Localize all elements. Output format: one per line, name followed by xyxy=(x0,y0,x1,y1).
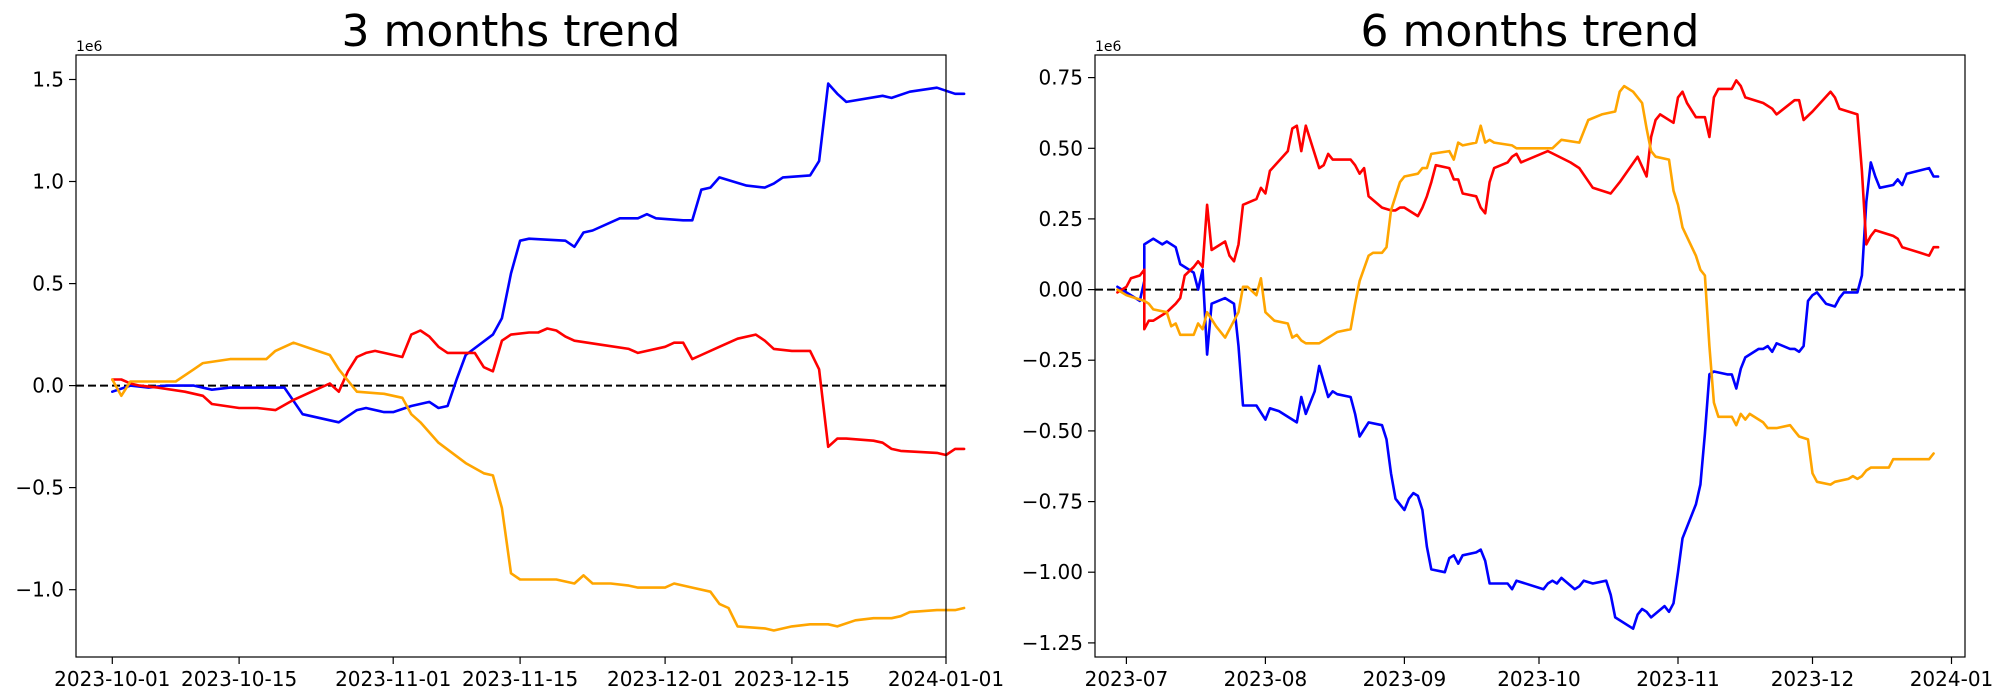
y-tick-label: −0.50 xyxy=(1022,419,1083,443)
series-layer xyxy=(111,82,966,632)
plot-area xyxy=(1094,54,1966,658)
y-tick-label: −1.0 xyxy=(15,578,64,602)
x-tick-label: 2023-12 xyxy=(1771,667,1855,691)
plot-area xyxy=(75,54,947,658)
y-tick-label: 0.5 xyxy=(32,272,64,296)
y-tick-label: −1.00 xyxy=(1022,560,1083,584)
y-tick-label: 0.50 xyxy=(1038,136,1083,160)
x-tick-label: 2023-12-01 xyxy=(607,667,723,691)
x-tick-label: 2023-07 xyxy=(1085,667,1169,691)
x-tick-label: 2023-11-15 xyxy=(462,667,578,691)
y-tick-label: 0.00 xyxy=(1038,278,1083,302)
y-tick-label: 1.5 xyxy=(32,68,64,92)
y-tick-label: −0.5 xyxy=(15,476,64,500)
series-line-blue xyxy=(1116,161,1940,631)
y-offset-label: 1e6 xyxy=(1095,39,1122,55)
y-tick-label: −1.25 xyxy=(1022,631,1083,655)
x-tick-label: 2023-10 xyxy=(1497,667,1581,691)
series-line-red xyxy=(1116,79,1940,331)
x-tick-label: 2023-12-15 xyxy=(734,667,850,691)
x-tick-label: 2024-01 xyxy=(1910,667,1994,691)
x-tick-label: 2023-10-01 xyxy=(54,667,170,691)
series-line-orange xyxy=(1116,84,1935,486)
y-tick-label: 0.0 xyxy=(32,374,64,398)
x-tick-label: 2023-09 xyxy=(1363,667,1447,691)
chart-6-months: 6 months trend 1e6 2023-07 2023-08 2023-09… xyxy=(1022,6,1994,691)
y-tick-label: 0.25 xyxy=(1038,207,1083,231)
y-tick-label: −0.25 xyxy=(1022,348,1083,372)
ticks-layer: 2023-10-01 2023-10-15 2023-11-01 2023-11-15… xyxy=(15,68,1004,692)
x-tick-label: 2024-01-01 xyxy=(888,667,1004,691)
series-line-red xyxy=(111,327,966,457)
y-tick-label: −0.75 xyxy=(1022,490,1083,514)
y-tick-label: 0.75 xyxy=(1038,66,1083,90)
series-line-blue xyxy=(111,82,966,424)
x-tick-label: 2023-08 xyxy=(1224,667,1308,691)
chart-3-months: 3 months trend 1e6 2023-10-01 2023-10-15 2… xyxy=(15,6,1004,691)
y-offset-label: 1e6 xyxy=(76,39,103,55)
x-tick-label: 2023-11 xyxy=(1636,667,1720,691)
series-line-orange xyxy=(111,341,966,632)
x-tick-label: 2023-10-15 xyxy=(181,667,297,691)
chart-title: 6 months trend xyxy=(1361,6,1700,57)
ticks-layer: 2023-07 2023-08 2023-09 2023-10 2023-11 2023-… xyxy=(1022,66,1994,691)
x-tick-label: 2023-11-01 xyxy=(335,667,451,691)
chart-title: 3 months trend xyxy=(342,6,681,57)
y-tick-label: 1.0 xyxy=(32,170,64,194)
series-layer xyxy=(1116,79,1940,631)
